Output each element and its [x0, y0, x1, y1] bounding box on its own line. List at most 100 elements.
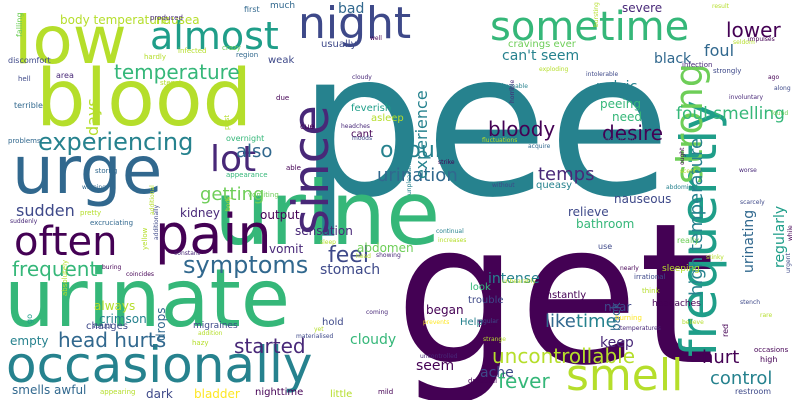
word-fever: fever: [498, 369, 550, 393]
word-lower: lower: [726, 18, 781, 42]
word-urinate: urinate: [4, 252, 291, 345]
word-stench: stench: [160, 79, 184, 87]
word-sometime: sometime: [490, 4, 690, 50]
word-area: area: [56, 71, 74, 80]
word-keep: keep: [600, 335, 634, 351]
word-intolerable: intolerable: [586, 71, 619, 78]
word-seldom: seldom: [733, 39, 755, 46]
word-feverish: feverish: [351, 103, 392, 114]
word-body-temperature: body temperature: [60, 13, 169, 27]
word-body: body: [225, 196, 232, 212]
word-bad: bad: [338, 1, 365, 17]
word-severe: severe: [622, 1, 663, 15]
word-experiencing: experiencing: [38, 128, 194, 156]
word-strongly: strongly: [713, 67, 742, 75]
word-usually: usually: [321, 39, 357, 50]
word-appearing: appearing: [100, 388, 136, 396]
word-able: able: [286, 164, 301, 172]
word-occasionally: occasionally: [6, 336, 313, 394]
word-getting: getting: [200, 184, 265, 205]
word-head-hurts: head hurts: [58, 328, 167, 352]
word-ago: ago: [768, 74, 780, 81]
word-occasions: occasions: [754, 346, 789, 354]
word-terrible: terrible: [14, 101, 43, 110]
word-buring: buring: [102, 264, 122, 271]
word-rare: rare: [760, 312, 773, 319]
word-crimson: crimson: [99, 312, 147, 326]
word-red: red: [721, 324, 730, 338]
word-falling: falling: [15, 12, 24, 38]
word-cue: cue: [300, 122, 315, 131]
word-pretty: pretty: [80, 209, 102, 217]
word-urine: urine: [214, 162, 441, 265]
word-little: little: [330, 389, 353, 400]
word-temps: temps: [538, 164, 595, 185]
word-low: low: [14, 2, 127, 79]
word-drops: drops: [154, 307, 168, 341]
word-frequent: frequent: [12, 257, 98, 281]
word-bathroom: bathroom: [576, 217, 635, 231]
word-hardly: hardly: [144, 53, 167, 61]
word-impulses: impulses: [748, 36, 775, 43]
word-fluctuations: fluctuations: [482, 137, 518, 144]
word-changes: changes: [86, 321, 129, 332]
word-materialised: materialised: [296, 333, 334, 340]
word-uncontrolled: uncontrolled: [420, 353, 458, 360]
word-yet: yet: [314, 326, 324, 333]
word-lot: lot: [210, 139, 257, 180]
word-always: always: [94, 299, 136, 313]
word-urinating: urinating: [741, 209, 757, 273]
word-migraines: migraines: [193, 321, 238, 331]
word-urgent: urgent: [785, 253, 792, 274]
word-nauseous: nauseous: [614, 192, 672, 206]
word-region: region: [236, 51, 259, 59]
word-warning: warning: [82, 184, 107, 191]
word-black: black: [654, 51, 692, 67]
word-constant: constant: [174, 250, 201, 257]
word-showing: showing: [376, 252, 401, 259]
word-look: look: [470, 282, 491, 293]
word-urination: urination: [377, 165, 458, 186]
word-trouble: trouble: [468, 295, 504, 306]
word-help: Help: [460, 317, 483, 328]
word-result: result: [712, 3, 729, 10]
word-stinky: stinky: [706, 254, 724, 261]
word-asleep: asleep: [371, 113, 404, 124]
word-uncontrollable: uncontrollable: [492, 344, 636, 368]
word-produced: produced: [150, 14, 183, 22]
word-absolutely: absolutely: [61, 260, 69, 297]
word-cloudy: cloudy: [350, 332, 397, 348]
word-need: need: [612, 110, 642, 124]
word-dark: dark: [146, 387, 173, 400]
word-nighttime: nighttime: [255, 387, 304, 398]
word-like: like: [545, 311, 576, 332]
word-suddenly: suddenly: [10, 218, 38, 225]
word-go: go: [25, 314, 34, 325]
word-coming: coming: [366, 309, 389, 316]
word-seem: seem: [416, 358, 455, 374]
word-temperature: temperature: [114, 60, 240, 84]
word-hurt: hurt: [702, 347, 740, 368]
word-along: along: [774, 85, 791, 92]
word-addition: addition: [198, 330, 223, 337]
word-yellow: yellow: [141, 227, 149, 251]
word-moods: moods: [352, 135, 373, 142]
word-vomit: vomit: [269, 242, 304, 256]
word-strange: strange: [483, 336, 506, 343]
word-worse: worse: [739, 167, 757, 174]
word-sleep: sleep: [320, 239, 336, 246]
word-cant: cant: [351, 129, 373, 140]
word-headaches: headaches: [652, 299, 701, 309]
word-foul: foul: [704, 41, 735, 60]
word-continual: continual: [436, 228, 464, 235]
word-get: get: [395, 181, 716, 400]
word-temperatures: temperatures: [620, 325, 661, 332]
word-infected: infected: [178, 47, 207, 55]
word-discomfort: discomfort: [8, 56, 51, 65]
word-time: time: [576, 311, 617, 332]
word-appearance: appearance: [226, 171, 268, 179]
word-constantly: constantly: [534, 290, 587, 301]
word-dreadful: dreadful: [468, 377, 498, 385]
word-pain: pain: [155, 203, 272, 266]
